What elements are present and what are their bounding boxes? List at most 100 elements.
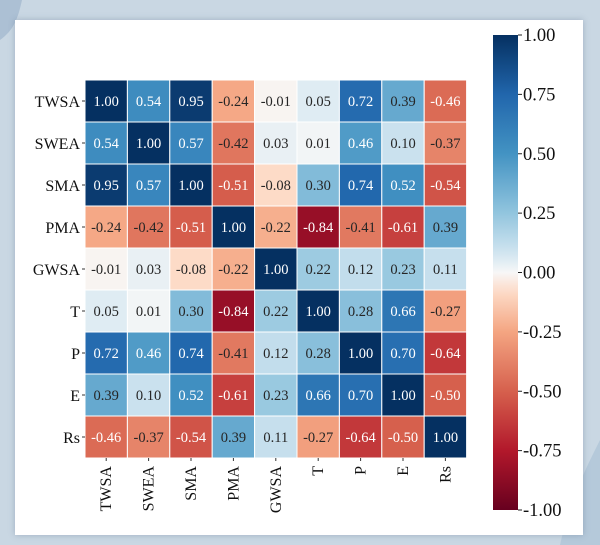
colorbar-tick-label: -0.50 (523, 382, 562, 402)
cell-value-label: -0.84 (303, 220, 334, 236)
heatmap-cell (211, 205, 256, 249)
cell-value-label: -0.61 (388, 220, 418, 236)
figure-card: 1.00 0.54 0.95 -0.24 -0.01 0.05 0.72 0.39 -0.46 0… (15, 20, 583, 535)
cell-value-label: -0.51 (218, 178, 248, 194)
heatmap-cell (126, 247, 171, 291)
heatmap-cell (423, 79, 468, 123)
cell-value-label: 0.03 (136, 262, 161, 278)
cell-value-label: 0.28 (306, 346, 331, 362)
heatmap-cell (84, 289, 128, 333)
heatmap-cell (338, 415, 383, 459)
cell-value-label: -0.84 (218, 304, 249, 320)
heatmap-cell (211, 163, 256, 207)
cell-value-label: 0.05 (306, 94, 331, 110)
colorbar-tick-label: 0.50 (523, 145, 555, 165)
heatmap-cell (254, 331, 298, 375)
heatmap-cell (296, 79, 340, 123)
heatmap-cell (338, 205, 383, 249)
cell-value-label: -0.22 (261, 220, 291, 236)
heatmap-cell (169, 79, 213, 123)
cell-value-label: 0.23 (263, 388, 288, 404)
cell-value-label: 0.46 (136, 346, 161, 362)
colorbar-tick-label: -0.75 (523, 442, 562, 462)
cell-value-label: -0.51 (176, 220, 206, 236)
cell-value-label: 0.66 (306, 388, 331, 404)
cell-value-label: -0.01 (91, 262, 121, 278)
cell-value-label: 0.30 (178, 304, 203, 320)
heatmap-cell (338, 331, 383, 375)
heatmap-cell (254, 121, 298, 165)
heatmap-cell (338, 247, 383, 291)
heatmap-cell (126, 205, 171, 249)
colorbar-tick-label: -1.00 (523, 501, 562, 521)
heatmap-cell (169, 331, 213, 375)
cell-value-label: 0.72 (94, 346, 119, 362)
cell-value-label: -0.42 (133, 220, 163, 236)
heatmap-cell (211, 247, 256, 291)
cell-value-label: 0.10 (136, 388, 161, 404)
row-tick-label: SWEA (35, 136, 81, 153)
cell-value-label: 0.54 (94, 136, 120, 152)
cell-value-label: -0.41 (218, 346, 248, 362)
cell-value-label: 0.74 (348, 178, 374, 194)
heatmap-cell (423, 415, 468, 459)
column-tick-label: T (310, 466, 327, 476)
heatmap-cell (423, 373, 468, 417)
cell-value-label: 0.46 (348, 136, 373, 152)
cell-value-label: -0.01 (261, 94, 291, 110)
cell-value-label: 0.95 (94, 178, 119, 194)
row-tick-label: P (71, 346, 80, 363)
cell-value-label: -0.41 (345, 220, 375, 236)
heatmap-cell (338, 79, 383, 123)
cell-value-label: 0.12 (263, 346, 288, 362)
column-tick-label: SMA (183, 466, 200, 501)
column-tick-label: P (353, 466, 370, 475)
row-tick-label: SMA (45, 178, 80, 195)
cell-value-label: -0.54 (430, 178, 461, 194)
heatmap-cell (296, 331, 340, 375)
column-tick-label: GWSA (268, 466, 285, 514)
cell-value-label: 0.39 (221, 430, 246, 446)
column-tick-label: TWSA (98, 466, 115, 512)
colorbar (493, 35, 518, 510)
heatmap-cell (423, 331, 468, 375)
heatmap-cell (84, 247, 128, 291)
heatmap-cell (381, 289, 425, 333)
row-tick-label: TWSA (35, 94, 81, 111)
cell-value-label: -0.37 (133, 430, 163, 446)
cell-value-label: -0.24 (91, 220, 122, 236)
cell-value-label: 1.00 (178, 178, 203, 194)
cell-value-label: 1.00 (306, 304, 331, 320)
heatmap-cell (211, 79, 256, 123)
colorbar-tick-label: 1.00 (523, 26, 555, 46)
heatmap-cell (381, 205, 425, 249)
cell-value-label: 0.52 (390, 178, 415, 194)
cell-value-label: -0.46 (91, 430, 121, 446)
heatmap-cell (296, 163, 340, 207)
cell-value-label: 0.01 (136, 304, 161, 320)
cell-value-label: 1.00 (348, 346, 373, 362)
cell-value-label: -0.08 (261, 178, 291, 194)
heatmap-cell (169, 289, 213, 333)
cell-value-label: -0.22 (218, 262, 248, 278)
cell-value-label: 0.66 (390, 304, 415, 320)
cell-value-label: 1.00 (390, 388, 415, 404)
column-tick-label: PMA (225, 466, 242, 501)
heatmap-cell (126, 331, 171, 375)
cell-value-label: 0.12 (348, 262, 373, 278)
heatmap-cell (211, 373, 256, 417)
heatmap-cell (296, 205, 340, 249)
heatmap-cell (381, 121, 425, 165)
cell-value-label: 0.11 (433, 262, 458, 278)
cell-value-label: 0.72 (348, 94, 373, 110)
cell-value-label: -0.42 (218, 136, 248, 152)
cell-value-label: 0.74 (178, 346, 204, 362)
cell-value-label: -0.46 (430, 94, 460, 110)
colorbar-tick-label: 0.25 (523, 204, 555, 224)
heatmap-cell (169, 121, 213, 165)
heatmap-cell (254, 289, 298, 333)
heatmap-cell (381, 331, 425, 375)
column-tick-label: SWEA (141, 466, 158, 512)
row-tick-label: T (70, 304, 80, 321)
cell-value-label: 0.70 (390, 346, 415, 362)
